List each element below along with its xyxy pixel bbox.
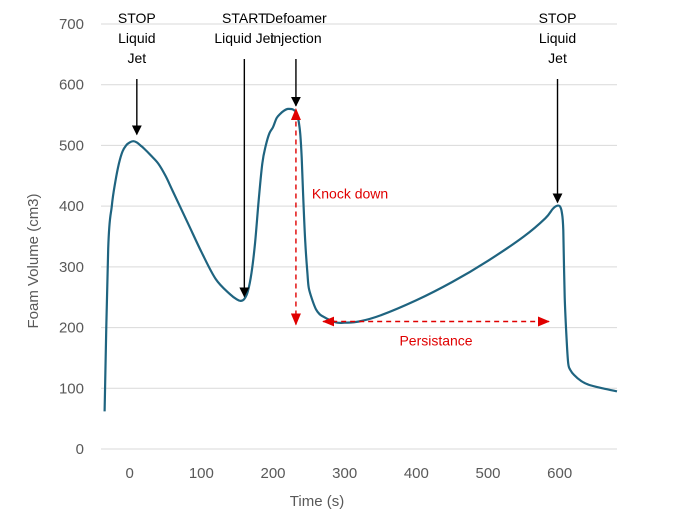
y-tick-label: 700: [59, 16, 84, 33]
y-tick-label: 100: [59, 380, 84, 397]
x-tick-label: 600: [547, 465, 572, 482]
x-tick-label: 100: [189, 465, 214, 482]
annotation-label: STOP: [539, 10, 577, 26]
x-axis-title: Time (s): [290, 493, 344, 510]
series-group: [103, 107, 618, 412]
x-tick-label: 400: [404, 465, 429, 482]
knock-down-label: Knock down: [312, 186, 388, 202]
annotation-label: START: [222, 10, 267, 26]
y-tick-label: 0: [76, 441, 84, 458]
y-tick-label: 300: [59, 259, 84, 276]
annotation-label: Jet: [127, 50, 146, 66]
annotation-label: Liquid: [539, 30, 576, 46]
y-axis-title: Foam Volume (cm3): [25, 193, 42, 328]
annotation-label: Liquid Jet: [214, 30, 274, 46]
annotation-label: injection: [270, 30, 321, 46]
y-tick-label: 400: [59, 198, 84, 215]
x-tick-label: 200: [260, 465, 285, 482]
foam-volume-line-0: [103, 107, 618, 412]
x-tick-label: 300: [332, 465, 357, 482]
x-tick-labels: 0 100 200 300 400 500 600: [125, 465, 572, 482]
y-tick-label: 500: [59, 137, 84, 154]
x-tick-label: 500: [475, 465, 500, 482]
annotation-label: Defoamer: [265, 10, 327, 26]
x-tick-label: 0: [125, 465, 133, 482]
y-tick-labels: 0 100 200 300 400 500 600 700: [59, 16, 84, 458]
gridlines: [101, 23, 617, 450]
annotations: STOP Liquid Jet START Liquid Jet Defoamer inje…: [118, 10, 577, 349]
persistance-label: Persistance: [399, 333, 472, 349]
y-tick-label: 200: [59, 320, 84, 337]
annotation-label: Jet: [548, 50, 567, 66]
y-tick-label: 600: [59, 77, 84, 94]
annotation-label: Liquid: [118, 30, 155, 46]
annotation-label: STOP: [118, 10, 156, 26]
